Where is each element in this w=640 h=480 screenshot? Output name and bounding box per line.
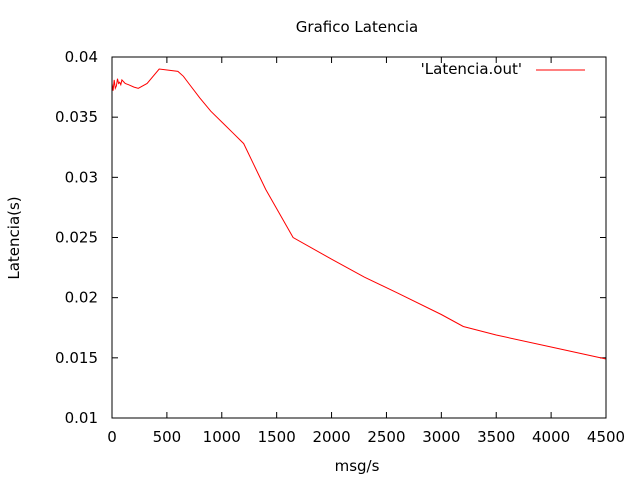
y-tick-label: 0.015 [55, 349, 98, 367]
x-tick-label: 1500 [258, 428, 296, 446]
x-tick-label: 3000 [422, 428, 460, 446]
legend-label: 'Latencia.out' [421, 60, 522, 78]
series-group [111, 68, 607, 360]
y-tick-label: 0.04 [65, 48, 98, 66]
series-line [111, 68, 607, 360]
y-tick-label: 0.01 [65, 409, 98, 427]
x-tick-label: 2500 [367, 428, 405, 446]
x-tick-label: 2000 [312, 428, 350, 446]
x-tick-label: 3500 [477, 428, 515, 446]
x-tick-label: 1000 [203, 428, 241, 446]
x-tick-label: 0 [107, 428, 117, 446]
y-tick-label: 0.03 [65, 168, 98, 186]
axis-ticks: 0 500 1000 1500 2000 2500 3000 3500 4000 4500 0.01… [55, 48, 625, 446]
x-tick-label: 4000 [532, 428, 570, 446]
y-axis-label: Latencia(s) [5, 196, 23, 279]
y-tick-label: 0.035 [55, 108, 98, 126]
chart-title: Grafico Latencia [296, 18, 418, 36]
y-tick-label: 0.02 [65, 289, 98, 307]
x-tick-label: 4500 [587, 428, 625, 446]
legend: 'Latencia.out' [421, 60, 585, 78]
x-axis-label: msg/s [335, 457, 380, 475]
plot-frame [111, 56, 607, 419]
y-tick-label: 0.025 [55, 229, 98, 247]
x-tick-label: 500 [153, 428, 182, 446]
